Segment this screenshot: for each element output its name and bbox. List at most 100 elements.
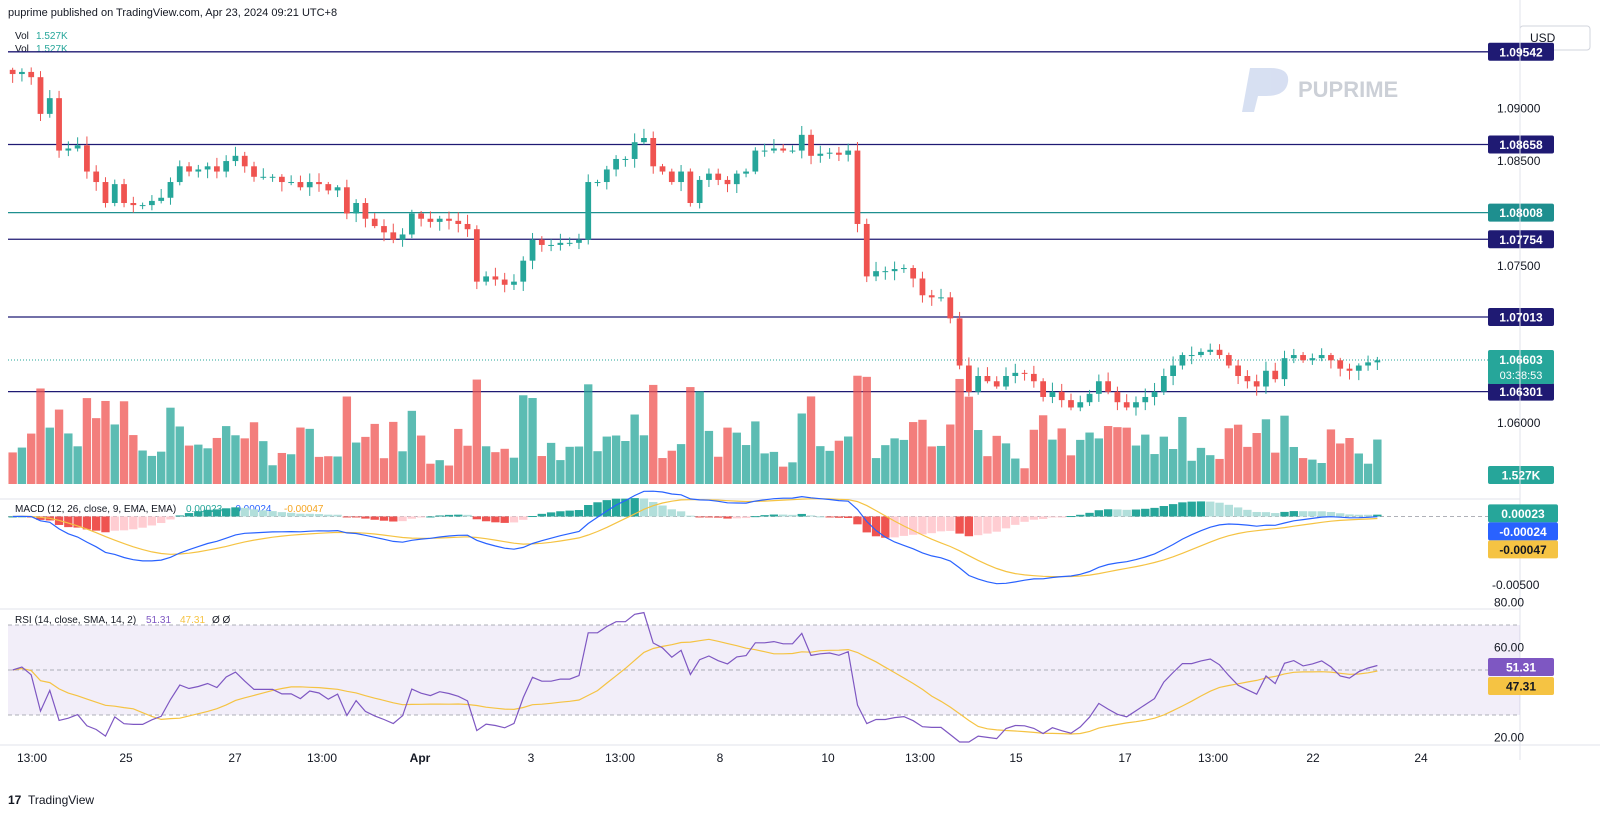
rsi-pane: 80.00 60.00 20.00 51.31 47.31 <box>8 596 1554 745</box>
macd-hist-60 <box>565 510 574 517</box>
volume-bar-68 <box>639 435 649 484</box>
macd-hist-68 <box>639 498 649 517</box>
macd-hist-13 <box>129 516 138 530</box>
candle-body-69 <box>650 137 657 167</box>
candle-body-0 <box>9 69 16 75</box>
macd-hist-83 <box>779 514 788 517</box>
macd-hist-51 <box>481 516 491 522</box>
macd-hist-85 <box>797 513 806 517</box>
candle-body-87 <box>817 153 824 156</box>
volume-bar-15 <box>147 455 157 484</box>
candle-body-66 <box>622 158 629 160</box>
candle-body-90 <box>845 150 852 155</box>
volume-bar-136 <box>1271 452 1280 484</box>
macd-hist-135 <box>1261 512 1271 517</box>
macd-hist-70 <box>658 505 667 517</box>
volume-bar-43 <box>407 410 417 484</box>
macd-hist-76 <box>714 516 723 518</box>
macd-legend-signal: -0.00047 <box>284 504 324 515</box>
time-tick-9: 13:00 <box>905 751 935 765</box>
candle-body-115 <box>1077 402 1084 408</box>
macd-hist-6 <box>64 516 73 528</box>
volume-bar-106 <box>992 435 1001 484</box>
candle-body-109 <box>1021 372 1028 374</box>
candle-body-124 <box>1160 376 1167 392</box>
macd-hist-100 <box>936 516 946 532</box>
volume-bar-123 <box>1150 454 1159 484</box>
macd-hist-144 <box>1345 514 1354 517</box>
candle-body-125 <box>1170 365 1176 377</box>
candle-body-18 <box>176 166 183 183</box>
candle-body-94 <box>882 271 889 273</box>
volume-bar-58 <box>546 442 556 484</box>
candle-body-117 <box>1095 381 1102 394</box>
candle-body-105 <box>984 376 991 382</box>
time-tick-13: 22 <box>1306 751 1320 765</box>
last-price-value: 1.06603 <box>1499 353 1543 367</box>
volume-bar-44 <box>416 435 426 484</box>
volume-bars <box>8 375 1382 484</box>
candle-body-102 <box>956 318 963 366</box>
volume-bar-77 <box>723 427 732 484</box>
volume-bar-120 <box>1122 427 1131 484</box>
macd-label-signal-bg <box>1488 540 1558 559</box>
macd-hist-64 <box>602 500 611 517</box>
candle-body-25 <box>241 155 248 167</box>
macd-hist-134 <box>1252 511 1261 517</box>
volume-bar-110 <box>1029 429 1039 484</box>
macd-hist-50 <box>472 516 482 520</box>
macd-hist-40 <box>379 516 389 521</box>
macd-hist-97 <box>908 516 918 535</box>
macd-hist-108 <box>1011 516 1020 525</box>
volume-bar-74 <box>695 391 704 484</box>
macd-hist-120 <box>1122 509 1131 517</box>
volume-bar-104 <box>973 430 983 484</box>
candle-body-61 <box>576 239 582 243</box>
volume-bar-70 <box>658 458 667 484</box>
macd-hist-93 <box>871 516 881 537</box>
rsi-label-value: 51.31 <box>1506 661 1536 675</box>
macd-hist-45 <box>426 516 435 518</box>
candle-body-127 <box>1188 355 1195 357</box>
macd-hist-80 <box>751 516 760 518</box>
volume-bar-16 <box>157 451 166 484</box>
level-label-4: 1.07013 <box>1499 310 1543 324</box>
candle-body-48 <box>455 220 462 224</box>
macd-hist-138 <box>1289 511 1298 517</box>
volume-bar-142 <box>1326 429 1336 484</box>
volume-bar-113 <box>1057 428 1066 484</box>
candle-body-44 <box>418 213 425 219</box>
macd-hist-59 <box>556 511 565 517</box>
volume-bar-52 <box>491 452 500 484</box>
macd-hist-122 <box>1141 508 1150 517</box>
price-tick-0: 1.09000 <box>1497 102 1541 116</box>
candle-body-56 <box>529 239 536 261</box>
macd-hist-18 <box>175 515 184 517</box>
volume-bar-122 <box>1141 434 1150 484</box>
volume-bar-100 <box>936 445 946 484</box>
volume-bar-66 <box>621 441 630 484</box>
macd-hist-124 <box>1159 506 1169 517</box>
volume-bar-25 <box>240 438 249 484</box>
time-tick-11: 17 <box>1118 751 1132 765</box>
volume-bar-8 <box>82 398 92 484</box>
volume-bar-146 <box>1363 463 1373 484</box>
macd-hist-34 <box>324 514 333 517</box>
macd-hist-121 <box>1131 509 1141 517</box>
macd-hist-92 <box>862 516 871 533</box>
candle-body-67 <box>631 142 638 159</box>
volume-bar-144 <box>1345 438 1354 484</box>
volume-bar-26 <box>249 422 259 484</box>
volume-bar-119 <box>1113 427 1122 484</box>
candle-body-89 <box>836 152 842 155</box>
macd-label-hist-bg <box>1488 504 1558 523</box>
candle-body-83 <box>780 148 787 151</box>
macd-hist-7 <box>73 516 82 528</box>
candle-body-63 <box>594 182 601 184</box>
candle-body-70 <box>659 166 666 172</box>
candle-body-134 <box>1253 381 1260 387</box>
macd-label-macd: -0.00024 <box>1499 525 1547 539</box>
volume-bar-75 <box>704 430 714 484</box>
candle-body-9 <box>93 171 100 183</box>
